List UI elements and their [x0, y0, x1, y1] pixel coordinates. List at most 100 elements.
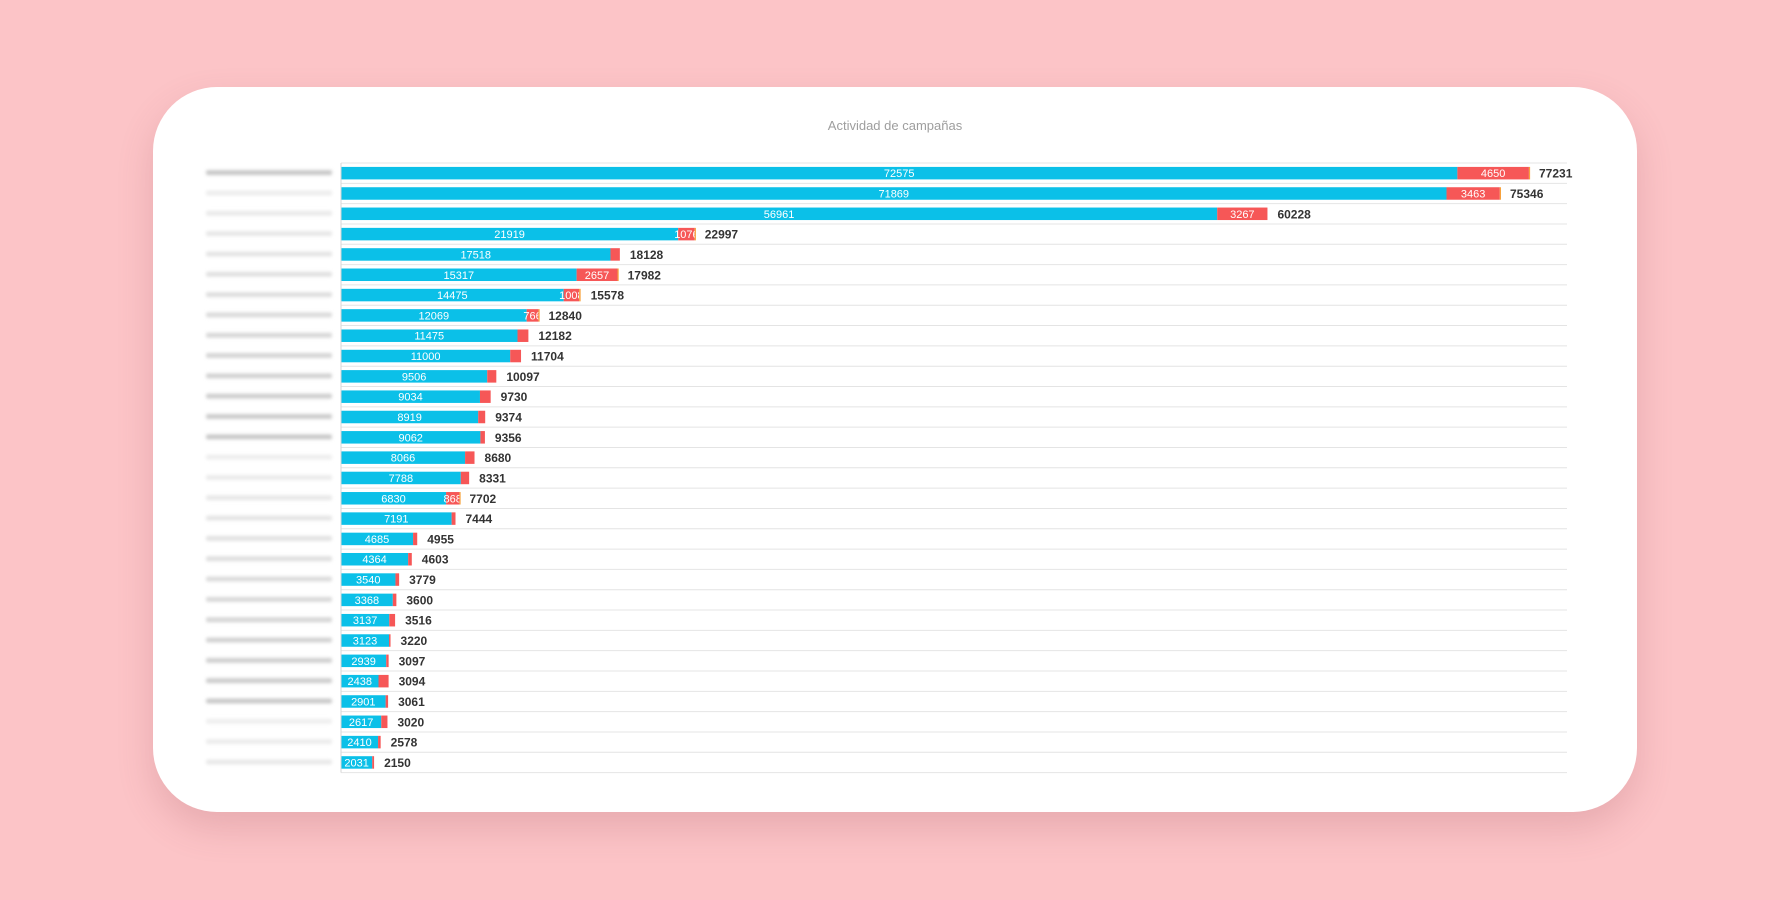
segment-value-label: 17518	[460, 249, 491, 261]
bar-segment-2[interactable]	[451, 512, 456, 525]
bar-segment-1[interactable]	[341, 187, 1447, 200]
bar-segment-2[interactable]	[446, 492, 460, 505]
bar-segment-1[interactable]	[341, 593, 393, 607]
row-label-blurred	[206, 210, 332, 216]
bar-segment-1[interactable]	[341, 349, 511, 363]
bar-segment-3[interactable]	[538, 309, 540, 322]
segment-value-label: 12069	[419, 310, 450, 322]
bar-segment-2[interactable]	[510, 349, 522, 363]
bar-segment-2[interactable]	[389, 634, 391, 647]
bar-segment-2[interactable]	[563, 288, 580, 302]
row-label-blurred	[206, 474, 332, 480]
segment-value-label: 72575	[884, 168, 915, 180]
row-label-blurred	[206, 393, 332, 399]
bar-segment-2[interactable]	[389, 613, 396, 627]
bar-segment-2[interactable]	[395, 573, 400, 586]
bar-segment-1[interactable]	[341, 756, 373, 769]
bar-segment-2[interactable]	[460, 471, 470, 485]
chart-card: Actividad de campañas 72575 4650 77231 7186…	[153, 87, 1637, 812]
bar-segment-1[interactable]	[341, 227, 679, 241]
segment-value-label: 4650	[1481, 168, 1505, 180]
bar-segment-2[interactable]	[576, 268, 618, 282]
bar-segment-1[interactable]	[341, 471, 461, 485]
bar-segment-2[interactable]	[678, 227, 695, 241]
bar-segment-3[interactable]	[579, 288, 581, 302]
bar-segment-2[interactable]	[487, 370, 497, 383]
bar-segment-1[interactable]	[341, 512, 452, 525]
bar-segment-2[interactable]	[1217, 207, 1268, 221]
segment-value-label: 11475	[414, 331, 444, 343]
bar-segment-2[interactable]	[480, 431, 485, 444]
bar-segment-3[interactable]	[1528, 166, 1531, 180]
bar-segment-1[interactable]	[341, 370, 488, 383]
bar-segment-1[interactable]	[341, 329, 518, 342]
bar-segment-1[interactable]	[341, 532, 414, 546]
bar-segment-2[interactable]	[378, 674, 389, 688]
segment-value-label: 14475	[437, 290, 468, 302]
row-label-blurred	[206, 454, 332, 460]
bar-segment-2[interactable]	[392, 593, 397, 607]
segment-value-label: 4364	[362, 554, 386, 566]
bar-segment-1[interactable]	[341, 735, 379, 749]
row-label-blurred	[206, 698, 332, 704]
bar-segment-2[interactable]	[517, 329, 529, 342]
total-value-label: 22997	[705, 228, 739, 242]
bar-segment-1[interactable]	[341, 410, 479, 424]
segment-value-label: 9034	[398, 392, 422, 404]
bar-segment-2[interactable]	[381, 715, 388, 729]
bar-segment-2[interactable]	[385, 695, 389, 708]
bar-segment-1[interactable]	[341, 451, 466, 464]
bar-segment-1[interactable]	[341, 166, 1458, 180]
total-value-label: 4603	[422, 553, 449, 567]
total-value-label: 3516	[405, 614, 432, 628]
bar-segment-1[interactable]	[341, 207, 1218, 221]
bar-segment-3[interactable]	[694, 227, 696, 241]
total-value-label: 18128	[630, 248, 664, 262]
bar-segment-1[interactable]	[341, 390, 480, 403]
bar-segment-1[interactable]	[341, 573, 396, 586]
bar-segment-2[interactable]	[408, 552, 412, 566]
row-label-blurred	[206, 495, 332, 501]
row-label-blurred	[206, 739, 332, 745]
row-label-blurred	[206, 576, 332, 582]
bar-segment-1[interactable]	[341, 674, 379, 688]
bar-segment-2[interactable]	[372, 756, 375, 769]
bar-segment-2[interactable]	[413, 532, 418, 546]
segment-value-label: 7788	[389, 473, 413, 485]
bar-segment-1[interactable]	[341, 613, 390, 627]
bar-segment-1[interactable]	[341, 288, 564, 302]
bar-segment-1[interactable]	[341, 268, 577, 282]
bar-segment-2[interactable]	[610, 248, 620, 261]
bar-segment-2[interactable]	[478, 410, 486, 424]
bar-segment-1[interactable]	[341, 431, 481, 444]
row-label-blurred	[206, 170, 332, 176]
bar-segment-2[interactable]	[526, 309, 539, 322]
bar-segment-2[interactable]	[1446, 187, 1500, 200]
bar-segment-1[interactable]	[341, 715, 382, 729]
bar-segment-2[interactable]	[479, 390, 491, 403]
segment-value-label: 2410	[347, 737, 371, 749]
bar-segment-2[interactable]	[386, 654, 389, 668]
bar-segment-1[interactable]	[341, 552, 409, 566]
bar-segment-2[interactable]	[1457, 166, 1529, 180]
row-label-blurred	[206, 556, 332, 562]
bar-segment-1[interactable]	[341, 634, 390, 647]
bar-segment-1[interactable]	[341, 248, 611, 261]
segment-value-label: 2901	[351, 696, 375, 708]
segment-value-label: 4685	[365, 534, 389, 546]
total-value-label: 3020	[397, 715, 424, 729]
bar-segment-1[interactable]	[341, 695, 386, 708]
segment-value-label: 3463	[1461, 188, 1485, 200]
row-label-blurred	[206, 637, 332, 643]
bar-segment-1[interactable]	[341, 654, 387, 668]
segment-value-label: 11000	[411, 351, 441, 363]
bar-segment-2[interactable]	[378, 735, 381, 749]
bar-segment-3[interactable]	[617, 268, 619, 282]
bar-segment-1[interactable]	[341, 492, 447, 505]
bar-segment-3[interactable]	[1499, 187, 1501, 200]
bar-segment-2[interactable]	[465, 451, 475, 464]
bar-segment-3[interactable]	[459, 492, 461, 505]
total-value-label: 3094	[399, 675, 426, 689]
total-value-label: 2150	[384, 756, 411, 770]
bar-segment-1[interactable]	[341, 309, 527, 322]
